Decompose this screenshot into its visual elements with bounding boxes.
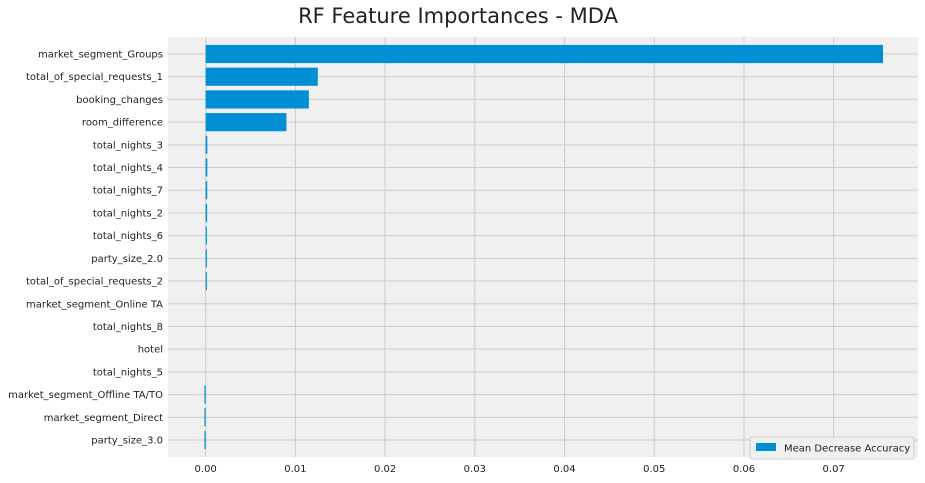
bar (206, 113, 287, 131)
y-tick-label: total_nights_6 (93, 231, 163, 242)
y-tick-label: total_nights_5 (93, 367, 163, 378)
bar (206, 136, 208, 154)
y-tick-label: market_segment_Offline TA/TO (8, 390, 163, 401)
bar (206, 249, 207, 267)
x-tick-label: 0.00 (195, 464, 217, 475)
legend-swatch (756, 443, 776, 451)
y-tick-label: market_segment_Online TA (26, 299, 163, 310)
bar (204, 385, 205, 403)
y-tick-label: total_nights_2 (93, 208, 163, 219)
bar (206, 227, 207, 245)
x-tick-labels: 0.00 0.01 0.02 0.03 0.04 0.05 0.06 0.07 (195, 464, 845, 475)
y-tick-label: market_segment_Groups (38, 50, 163, 61)
y-tick-label: total_nights_3 (93, 140, 163, 151)
x-tick-label: 0.05 (643, 464, 665, 475)
bar (206, 158, 208, 176)
bar (204, 431, 205, 449)
bar (206, 90, 309, 108)
y-tick-label: party_size_3.0 (91, 435, 163, 446)
y-tick-label: hotel (138, 345, 163, 356)
chart-title: RF Feature Importances - MDA (298, 4, 619, 28)
y-tick-label: total_of_special_requests_2 (26, 277, 163, 288)
x-tick-label: 0.06 (733, 464, 755, 475)
y-tick-label: room_difference (82, 118, 163, 129)
x-tick-label: 0.03 (464, 464, 486, 475)
bar (206, 272, 207, 290)
y-tick-label: booking_changes (76, 95, 163, 106)
bar (206, 45, 883, 63)
legend: Mean Decrease Accuracy (750, 437, 914, 459)
y-tick-label: market_segment_Direct (44, 413, 163, 424)
x-tick-label: 0.07 (823, 464, 845, 475)
y-tick-labels: market_segment_Groups total_of_special_re… (8, 50, 163, 447)
legend-label: Mean Decrease Accuracy (784, 444, 910, 455)
y-tick-label: total_of_special_requests_1 (26, 72, 163, 83)
x-tick-label: 0.02 (374, 464, 396, 475)
bar (206, 204, 207, 222)
y-tick-label: party_size_2.0 (91, 254, 163, 265)
x-tick-label: 0.01 (284, 464, 306, 475)
x-tick-label: 0.04 (553, 464, 575, 475)
bar (204, 408, 205, 426)
bar (206, 68, 318, 86)
y-tick-label: total_nights_8 (93, 322, 163, 333)
y-tick-label: total_nights_7 (93, 186, 163, 197)
bar (206, 181, 208, 199)
y-tick-label: total_nights_4 (93, 163, 163, 174)
